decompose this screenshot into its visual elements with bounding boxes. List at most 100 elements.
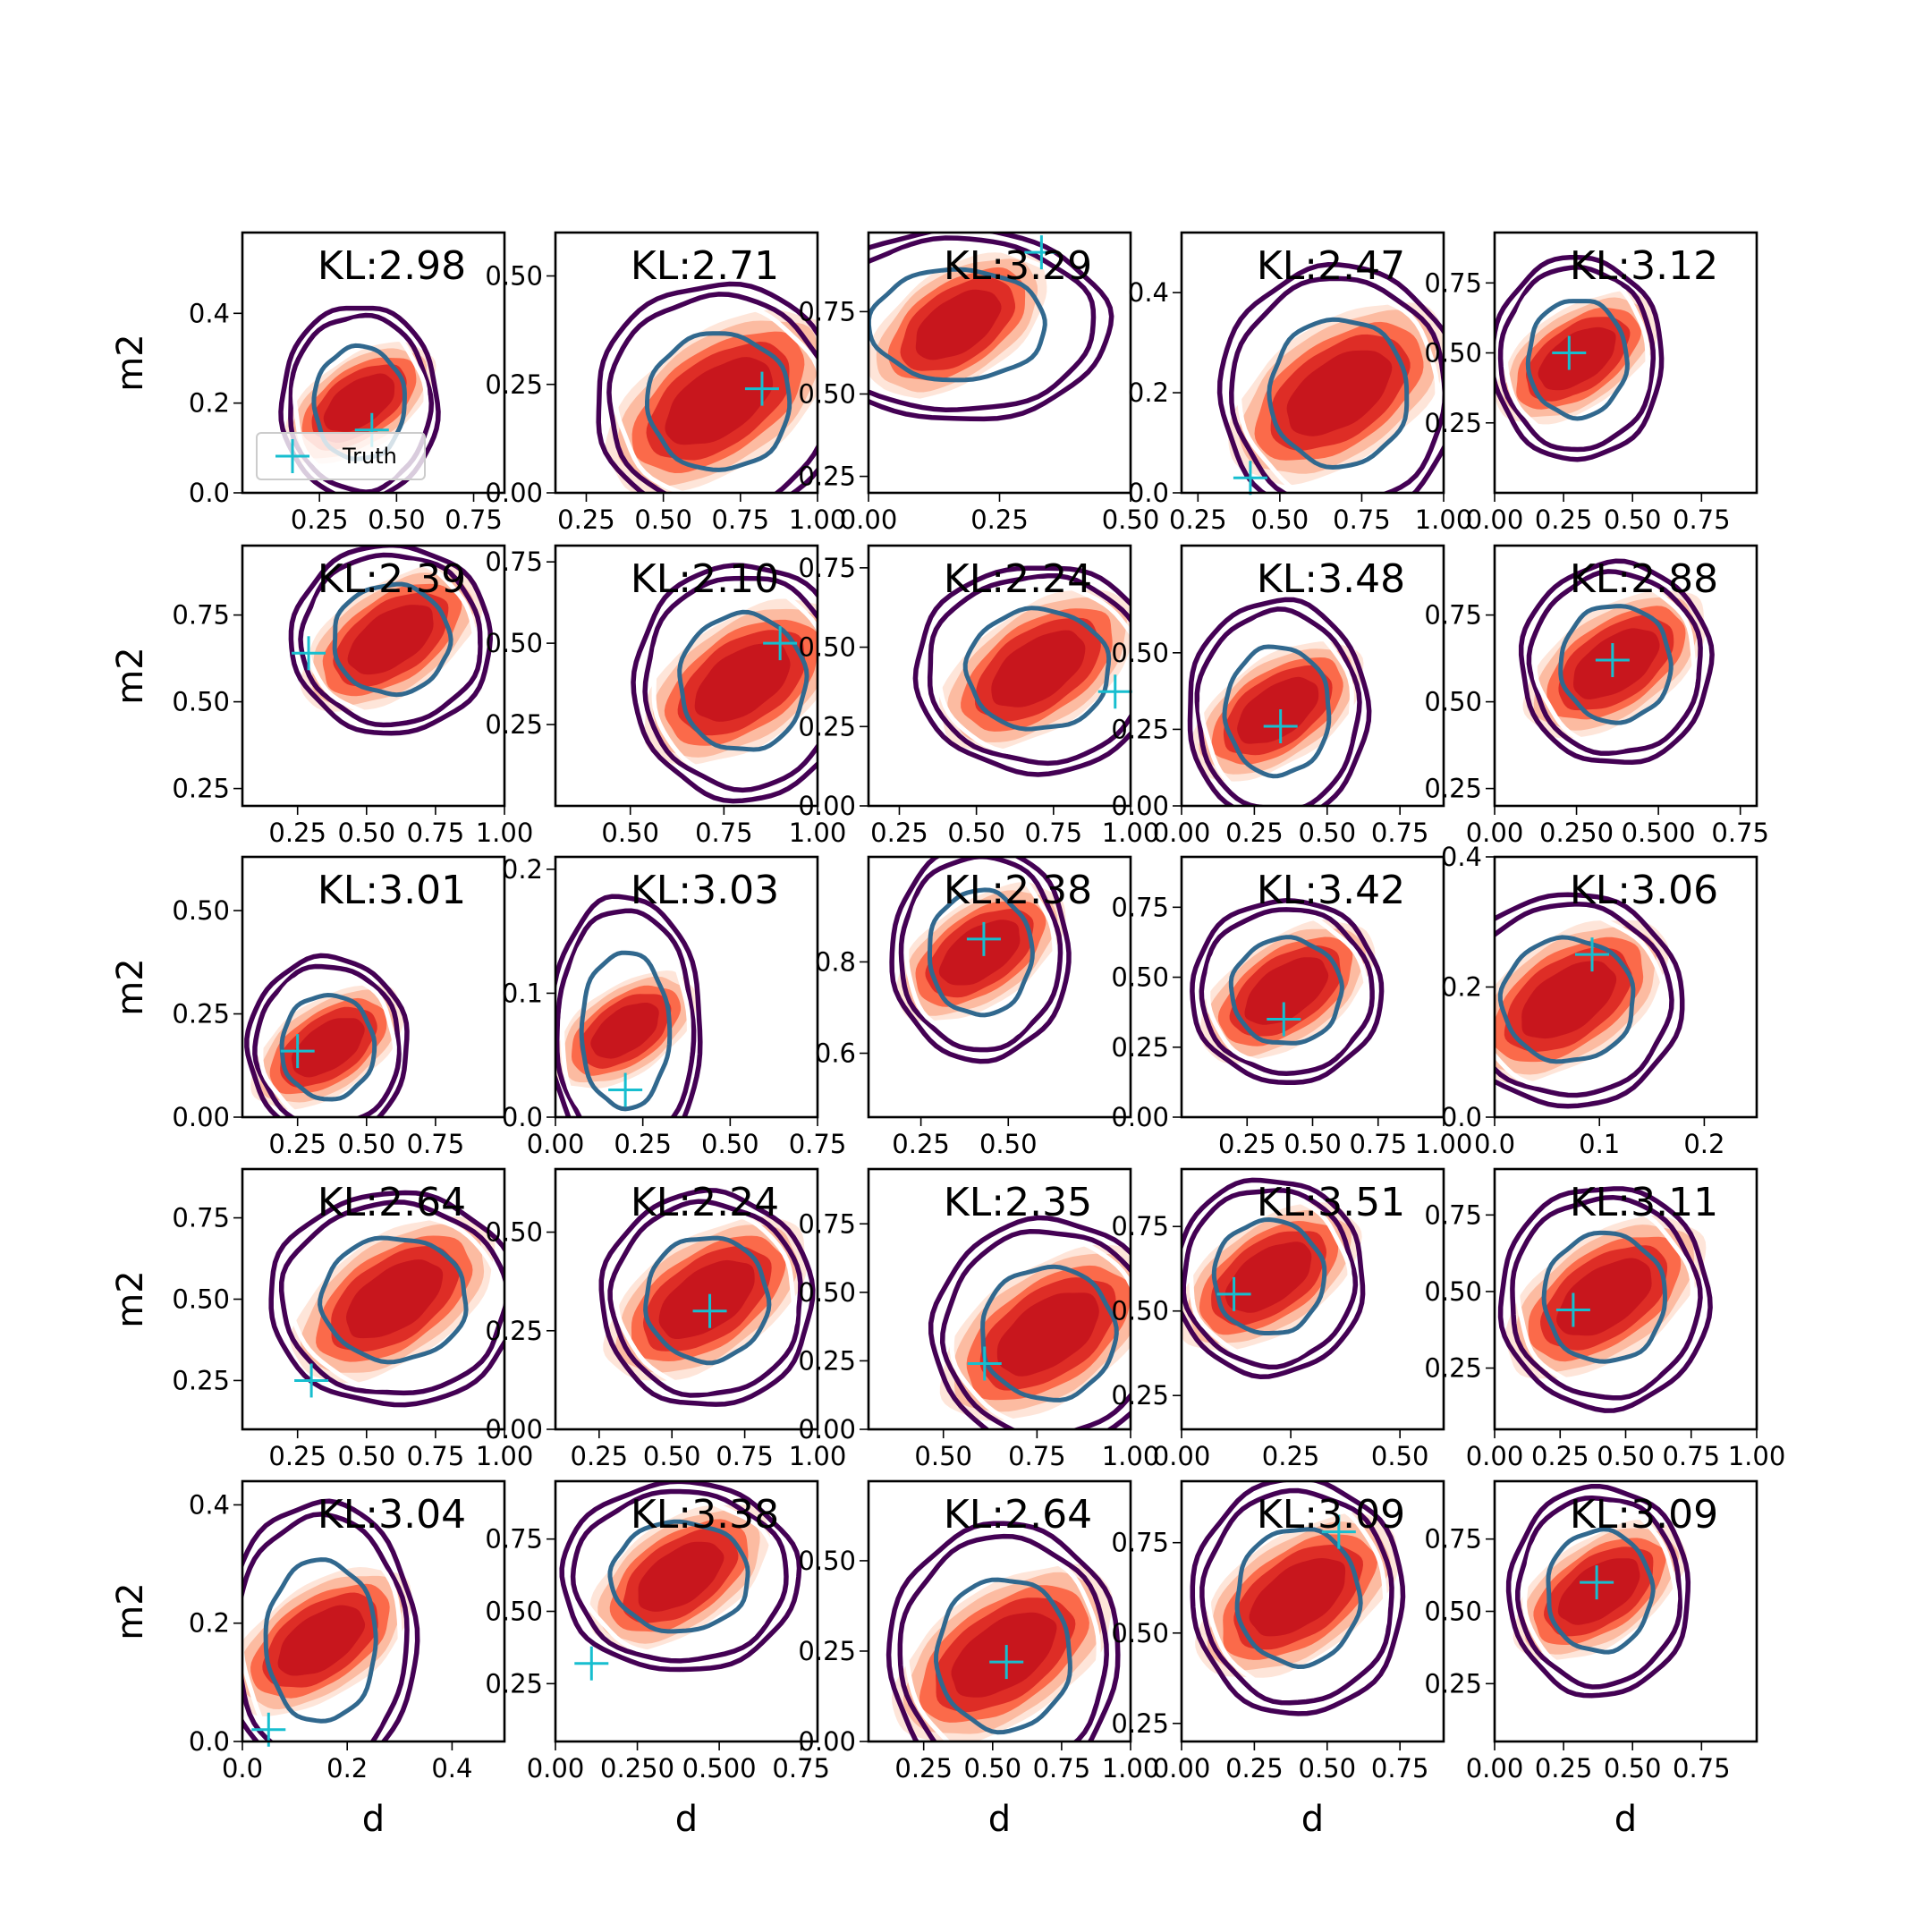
density-fill-5 xyxy=(694,642,791,722)
x-tick-label: 0.75 xyxy=(1033,1753,1091,1784)
x-tick-label: 0.00 xyxy=(1153,1753,1211,1784)
y-tick-label: 0.25 xyxy=(172,774,230,804)
kl-annotation: KL:2.24 xyxy=(944,556,1092,602)
x-tick-label: 0.50 xyxy=(947,818,1005,848)
x-tick-label: 0.2 xyxy=(326,1753,368,1784)
contour-mid xyxy=(1207,1496,1388,1699)
kl-annotation: KL:3.01 xyxy=(318,868,466,913)
x-tick-label: 0.25 xyxy=(557,504,615,535)
contour-inner xyxy=(1228,935,1344,1046)
density-fill-5 xyxy=(915,289,1002,360)
contour-outer-b xyxy=(607,1199,803,1398)
contour-outer-a xyxy=(1190,1481,1406,1716)
density-fill-5 xyxy=(658,1259,755,1339)
panel-11: 0.25 0.50 0.75 0.00 0.25 0.50 KL:3.01 m2 xyxy=(110,855,506,1159)
y-tick-label: 0.4 xyxy=(189,298,230,328)
truth-marker xyxy=(1321,1514,1356,1549)
contour-outer-a xyxy=(928,1215,1131,1429)
truth-marker xyxy=(1263,708,1298,743)
plot-area xyxy=(1505,1483,1691,1699)
x-tick-label: 0.75 xyxy=(772,1753,830,1784)
x-tick-label: 0.00 xyxy=(1466,504,1524,535)
contour-outer-b xyxy=(1182,1188,1359,1370)
x-tick-label: 0.75 xyxy=(1673,1753,1731,1784)
y-tick-label: 0.50 xyxy=(172,687,230,717)
contour-mid xyxy=(285,1207,500,1390)
y-tick-label: 0.8 xyxy=(815,946,856,977)
panel-frame xyxy=(1493,231,1758,495)
plot-area xyxy=(1216,262,1444,493)
density-fill-5 xyxy=(665,357,774,445)
panel-frame xyxy=(1493,544,1758,808)
panel-frame xyxy=(554,544,819,808)
x-tick-label: 0.25 xyxy=(970,504,1029,535)
y-tick-label: 0.2 xyxy=(1441,972,1482,1003)
x-tick-label: 0.75 xyxy=(1349,1129,1407,1159)
contour-inner xyxy=(928,887,1035,1018)
x-tick-label: 0.75 xyxy=(407,1129,465,1159)
contour-mid xyxy=(904,1542,1101,1741)
x-tick-label: 0.50 xyxy=(979,1129,1038,1159)
truth-marker xyxy=(1233,461,1267,496)
x-tick-label: 0.4 xyxy=(431,1753,472,1784)
panel-5: 0.00 0.25 0.50 0.75 0.25 0.50 0.75 KL:3.12 xyxy=(1424,231,1758,535)
y-tick-label: 0.50 xyxy=(485,1217,543,1248)
plot-area xyxy=(1495,254,1665,462)
kl-annotation: KL:3.04 xyxy=(318,1492,466,1538)
y-tick-label: 0.25 xyxy=(798,462,856,492)
density-fill-5 xyxy=(991,630,1086,708)
panel-9: 0.00 0.25 0.50 0.75 0.00 0.25 0.50 KL:3.48 xyxy=(1111,544,1445,848)
kl-annotation: KL:3.09 xyxy=(1257,1492,1405,1538)
x-tick-label: 0.25 xyxy=(291,504,349,535)
x-tick-label: 0.75 xyxy=(1008,1441,1066,1471)
contour-outer-b xyxy=(570,1488,789,1664)
contour-inner xyxy=(980,1264,1119,1402)
y-tick-label: 0.00 xyxy=(798,791,856,821)
contour-outer-a xyxy=(268,1190,504,1408)
truth-marker xyxy=(744,371,779,406)
y-tick-label: 0.50 xyxy=(798,1546,856,1576)
contour-outer-b xyxy=(1199,1487,1394,1706)
contour-inner xyxy=(263,1557,378,1724)
kl-annotation: KL:3.11 xyxy=(1570,1180,1718,1225)
x-tick-label: 0.50 xyxy=(1251,504,1309,535)
contour-outer-a xyxy=(1187,597,1372,806)
kl-annotation: KL:3.03 xyxy=(631,868,779,913)
y-tick-label: 0.50 xyxy=(1424,687,1482,717)
panel-3: 0.00 0.25 0.50 0.25 0.50 0.75 KL:3.29 xyxy=(798,231,1159,535)
kl-annotation: KL:3.42 xyxy=(1257,868,1405,913)
x-tick-label: 0.50 xyxy=(601,818,659,848)
truth-marker xyxy=(1555,1292,1590,1327)
density-fill-5 xyxy=(277,1605,366,1676)
y-tick-label: 0.4 xyxy=(1441,842,1482,872)
x-tick-label: 0.50 xyxy=(914,1441,972,1471)
panel-frame xyxy=(554,855,819,1119)
contour-mid xyxy=(1503,272,1650,447)
x-tick-label: 0.50 xyxy=(1597,1441,1655,1471)
contour-outer-a xyxy=(598,1188,816,1407)
panel-frame xyxy=(1180,1479,1445,1743)
x-tick-label: 0.25 xyxy=(1218,1129,1276,1159)
contour-mid xyxy=(933,579,1131,758)
x-tick-label: 0.25 xyxy=(268,1129,326,1159)
density-fill-5 xyxy=(346,1259,444,1339)
y-tick-label: 0.25 xyxy=(1424,408,1482,438)
plot-area xyxy=(559,1481,802,1673)
x-tick-label: 0.50 xyxy=(1284,1129,1342,1159)
y-tick-label: 0.25 xyxy=(1111,1380,1169,1411)
y-tick-label: 0.75 xyxy=(172,600,230,631)
x-tick-label: 1.00 xyxy=(1415,1129,1473,1159)
y-tick-label: 0.25 xyxy=(485,709,543,740)
x-tick-label: 0.50 xyxy=(1298,1753,1356,1784)
y-tick-label: 0.2 xyxy=(189,1608,230,1639)
contour-inner xyxy=(1211,1216,1327,1335)
y-tick-label: 0.00 xyxy=(1111,791,1169,821)
x-tick-label: 0.50 xyxy=(1604,504,1662,535)
y-tick-label: 0.25 xyxy=(798,711,856,741)
kl-annotation: KL:3.48 xyxy=(1257,556,1405,602)
contour-inner xyxy=(607,1519,750,1634)
panel-16: 0.25 0.50 0.75 1.00 0.25 0.50 0.75 KL:2.64 m2 xyxy=(110,1167,533,1471)
plot-area xyxy=(889,857,1072,1064)
y-tick-label: 0.1 xyxy=(502,978,543,1008)
